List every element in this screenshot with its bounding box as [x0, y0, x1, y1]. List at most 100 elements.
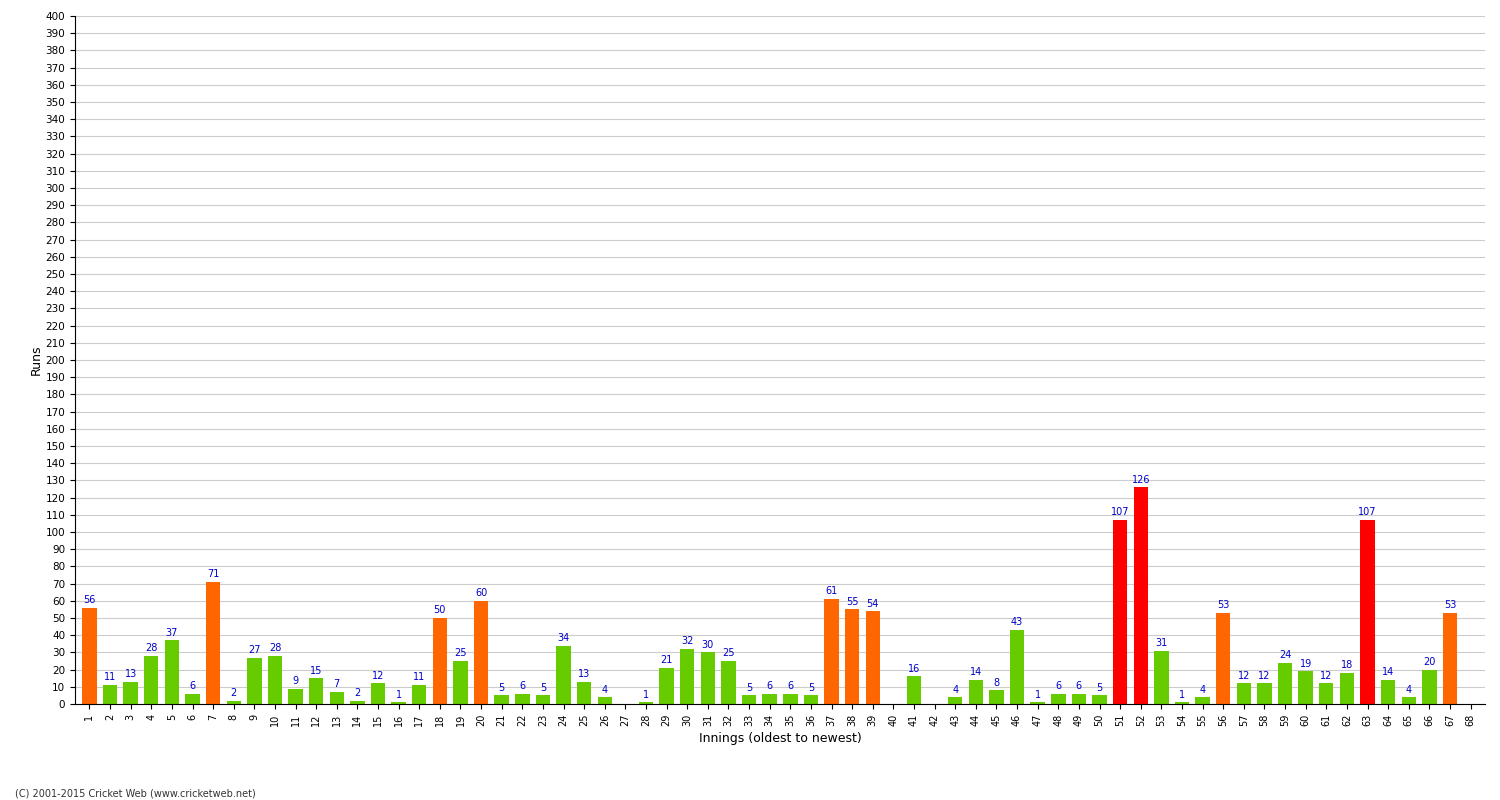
Bar [330, 692, 344, 704]
Text: 2: 2 [231, 688, 237, 698]
Text: 19: 19 [1299, 658, 1312, 669]
Bar [680, 649, 694, 704]
Bar [144, 656, 159, 704]
Bar [248, 658, 261, 704]
Bar [1257, 683, 1272, 704]
Bar [536, 695, 550, 704]
Bar [432, 618, 447, 704]
Bar [267, 656, 282, 704]
Text: 21: 21 [660, 655, 674, 666]
Text: 20: 20 [1424, 657, 1436, 667]
Text: 53: 53 [1444, 600, 1456, 610]
Bar [783, 694, 798, 704]
Bar [350, 701, 364, 704]
Bar [639, 702, 652, 704]
Text: 56: 56 [82, 595, 96, 605]
Bar [474, 601, 489, 704]
Bar [1236, 683, 1251, 704]
Text: 53: 53 [1216, 600, 1230, 610]
Text: 12: 12 [1258, 670, 1270, 681]
Bar [844, 610, 859, 704]
Text: 37: 37 [165, 628, 178, 638]
Text: 7: 7 [333, 679, 340, 690]
Text: 18: 18 [1341, 661, 1353, 670]
Text: 107: 107 [1112, 507, 1130, 518]
Text: 25: 25 [722, 649, 735, 658]
Text: 11: 11 [413, 673, 426, 682]
Bar [1401, 697, 1416, 704]
Text: 28: 28 [146, 643, 158, 654]
Text: 4: 4 [1406, 685, 1411, 694]
Text: 5: 5 [1096, 683, 1102, 693]
Text: 14: 14 [969, 667, 982, 678]
Text: 50: 50 [433, 606, 445, 615]
Text: 6: 6 [519, 681, 525, 691]
Text: 4: 4 [1200, 685, 1206, 694]
Bar [82, 608, 96, 704]
Text: 55: 55 [846, 597, 858, 607]
Text: 1: 1 [1179, 690, 1185, 700]
Text: 28: 28 [268, 643, 280, 654]
Text: 107: 107 [1359, 507, 1377, 518]
Bar [1154, 650, 1168, 704]
Bar [660, 668, 674, 704]
Bar [1052, 694, 1065, 704]
Bar [1360, 520, 1374, 704]
Text: 12: 12 [1238, 670, 1250, 681]
Text: 5: 5 [746, 683, 752, 693]
Bar [700, 653, 715, 704]
Text: 27: 27 [248, 645, 261, 655]
Bar [1318, 683, 1334, 704]
Bar [288, 689, 303, 704]
Bar [1216, 613, 1230, 704]
Text: 1: 1 [1035, 690, 1041, 700]
Bar [1071, 694, 1086, 704]
Bar [1278, 662, 1293, 704]
Text: 6: 6 [189, 681, 195, 691]
Bar [804, 695, 818, 704]
Text: (C) 2001-2015 Cricket Web (www.cricketweb.net): (C) 2001-2015 Cricket Web (www.cricketwe… [15, 789, 255, 798]
Text: 11: 11 [104, 673, 116, 682]
Text: 126: 126 [1131, 474, 1150, 485]
Text: 15: 15 [310, 666, 322, 676]
Text: 24: 24 [1280, 650, 1292, 660]
Y-axis label: Runs: Runs [30, 345, 42, 375]
Text: 5: 5 [808, 683, 814, 693]
Text: 6: 6 [766, 681, 772, 691]
Text: 34: 34 [558, 633, 570, 643]
Bar [825, 599, 839, 704]
Bar [1299, 671, 1312, 704]
Text: 2: 2 [354, 688, 360, 698]
Bar [865, 611, 880, 704]
Bar [1443, 613, 1456, 704]
Bar [514, 694, 529, 704]
Text: 13: 13 [578, 669, 591, 679]
Bar [742, 695, 756, 704]
Bar [597, 697, 612, 704]
Text: 61: 61 [825, 586, 837, 597]
Text: 12: 12 [372, 670, 384, 681]
Text: 32: 32 [681, 636, 693, 646]
Text: 4: 4 [602, 685, 608, 694]
Text: 12: 12 [1320, 670, 1332, 681]
Bar [453, 661, 468, 704]
Bar [1340, 673, 1354, 704]
Bar [309, 678, 324, 704]
Text: 1: 1 [396, 690, 402, 700]
Text: 6: 6 [788, 681, 794, 691]
Bar [104, 685, 117, 704]
Bar [1030, 702, 1045, 704]
Text: 9: 9 [292, 676, 298, 686]
Bar [1196, 697, 1210, 704]
Bar [1422, 670, 1437, 704]
Text: 71: 71 [207, 570, 219, 579]
Bar [165, 640, 178, 704]
Bar [556, 646, 572, 704]
Bar [908, 677, 921, 704]
Text: 31: 31 [1155, 638, 1167, 648]
Text: 5: 5 [540, 683, 546, 693]
Text: 14: 14 [1382, 667, 1394, 678]
Bar [1113, 520, 1128, 704]
Bar [495, 695, 508, 704]
Text: 60: 60 [476, 588, 488, 598]
